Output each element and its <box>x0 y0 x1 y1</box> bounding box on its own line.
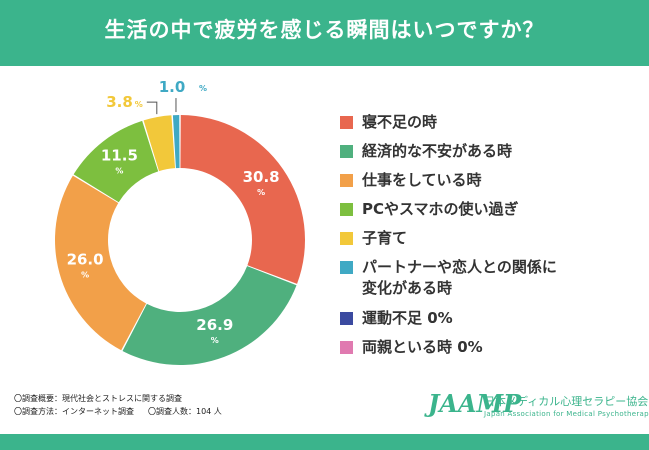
survey-notes: 〇調査概要：現代社会とストレスに関する調査 〇調査方法：インターネット調査 〇調査… <box>14 392 236 418</box>
slice-work <box>55 175 147 351</box>
logo-mark: JAAMP <box>428 389 522 418</box>
slice-partner <box>172 115 180 169</box>
legend-label: 運動不足 0% <box>362 309 453 327</box>
legend-swatch-childcare <box>340 232 353 245</box>
jaamp-logo: JAAMP 日本メディカル心理セラピー協会 Japan Association … <box>428 389 649 425</box>
logo-english-name: Japan Association for Medical Psychother… <box>484 410 649 418</box>
legend-label: 寝不足の時 <box>362 113 438 131</box>
header-banner: 生活の中で疲労を感じる瞬間はいつですか？ <box>0 0 649 66</box>
footer-band <box>0 434 649 450</box>
data-label-childcare: 3.8 <box>106 93 133 111</box>
legend-swatch-sleep <box>340 116 353 129</box>
legend-item-childcare: 子育て <box>340 228 640 248</box>
data-label-slice-money: 26.9 <box>196 316 233 334</box>
legend-swatch-pc <box>340 203 353 216</box>
legend-label: 子育て <box>362 229 408 247</box>
legend-label: 仕事をしている時 <box>362 171 482 189</box>
legend-swatch-parents <box>340 341 353 354</box>
data-label-unit: % <box>211 336 219 345</box>
legend-label: PCやスマホの使い過ぎ <box>362 200 519 218</box>
donut-chart: 30.8%26.9%26.0%11.5%3.8 %1.0% <box>55 78 306 366</box>
data-label-slice-pc: 11.5 <box>101 146 138 164</box>
data-label-unit: % <box>135 100 143 109</box>
legend-item-money: 経済的な不安がある時 <box>340 141 640 161</box>
data-label-unit: % <box>199 84 207 93</box>
survey-note-line1: 〇調査概要：現代社会とストレスに関する調査 <box>14 394 182 403</box>
legend-item-sleep: 寝不足の時 <box>340 112 640 132</box>
slice-childcare <box>143 115 176 172</box>
data-label-unit: % <box>81 270 89 279</box>
legend-label-line2: 変化がある時 <box>362 279 453 297</box>
legend-swatch-money <box>340 145 353 158</box>
slice-pc <box>73 120 159 203</box>
data-label-unit: % <box>115 166 123 175</box>
legend-swatch-partner <box>340 261 353 274</box>
legend-item-exercise: 運動不足 0% <box>340 308 640 328</box>
legend-item-pc: PCやスマホの使い過ぎ <box>340 199 640 219</box>
legend-label: 両親といる時 0% <box>362 338 483 356</box>
legend-item-work: 仕事をしている時 <box>340 170 640 190</box>
legend-label: 経済的な不安がある時 <box>362 142 513 160</box>
leader-line <box>146 101 158 115</box>
legend-item-partner: パートナーや恋人との関係に 変化がある時 <box>340 257 640 299</box>
data-label-unit: % <box>257 188 265 197</box>
legend-swatch-exercise <box>340 312 353 325</box>
legend-item-parents: 両親といる時 0% <box>340 337 640 357</box>
chart-title: 生活の中で疲労を感じる瞬間はいつですか？ <box>104 18 545 42</box>
survey-note-line2: 〇調査方法：インターネット調査 〇調査人数：104 人 <box>14 407 222 416</box>
data-label-slice-work: 26.0 <box>67 250 104 268</box>
chart-legend: 寝不足の時 経済的な不安がある時 仕事をしている時 PCやスマホの使い過ぎ 子育… <box>340 112 640 366</box>
slice-sleep <box>180 115 306 284</box>
slice-money <box>122 266 297 366</box>
data-label-partner: 1.0 <box>159 78 186 96</box>
legend-swatch-work <box>340 174 353 187</box>
legend-label: パートナーや恋人との関係に <box>362 258 557 276</box>
logo-japanese-name: 日本メディカル心理セラピー協会 <box>484 395 649 408</box>
data-label-slice-sleep: 30.8 <box>243 168 280 186</box>
